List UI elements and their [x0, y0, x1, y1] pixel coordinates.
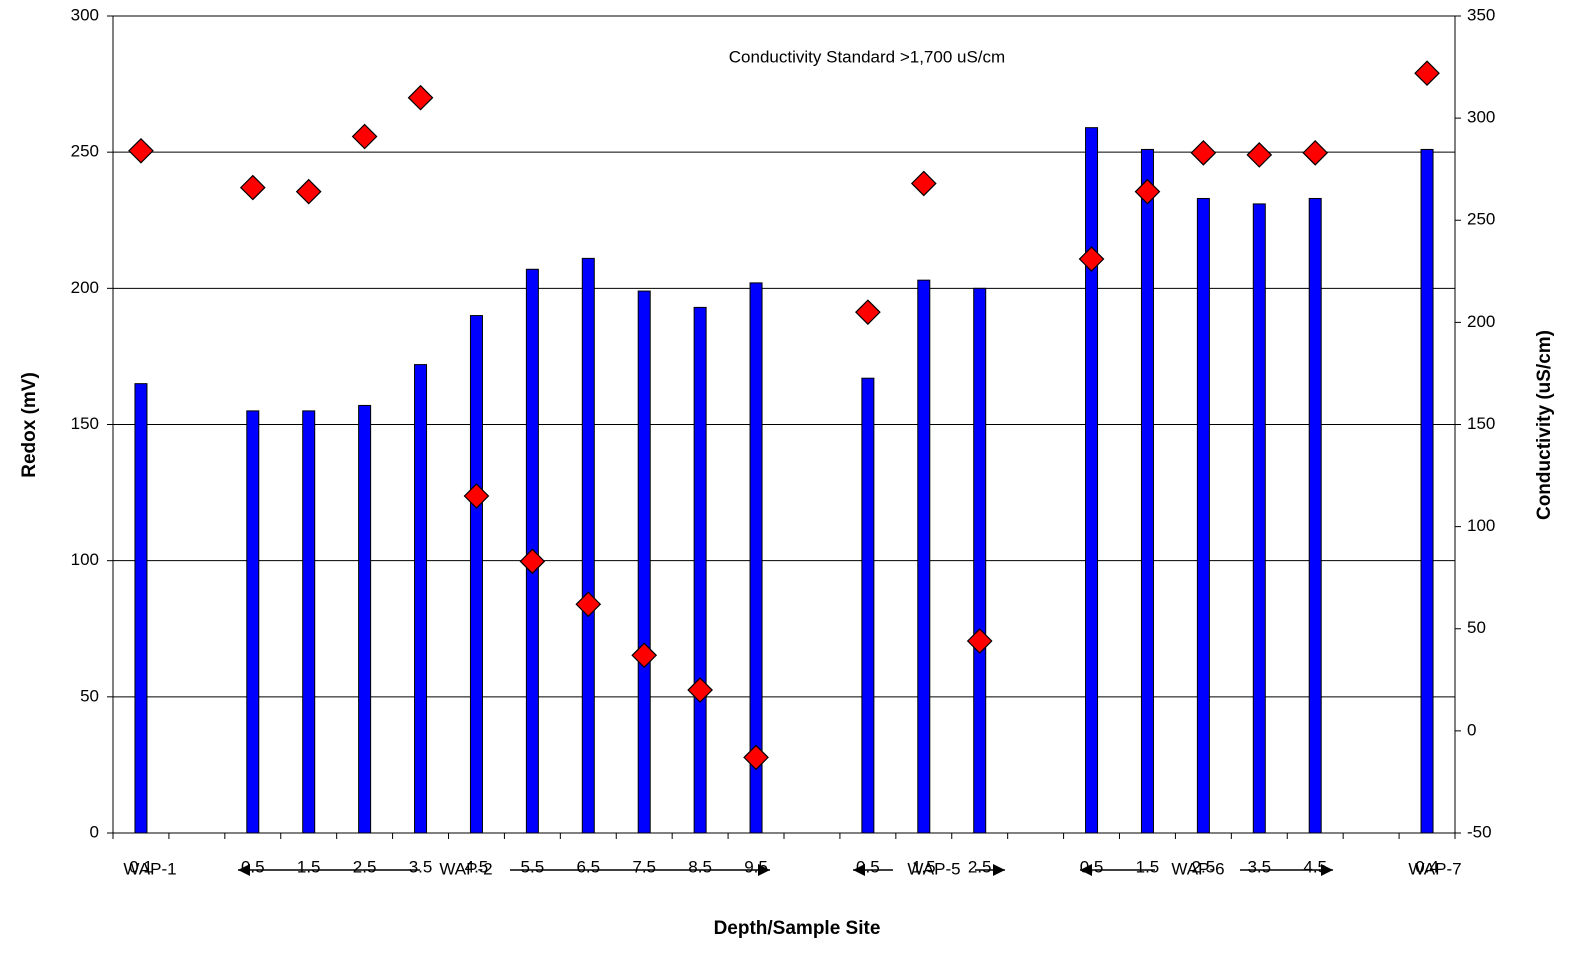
diamond-marker [1078, 246, 1105, 272]
bar [861, 377, 875, 834]
x-tick-label: 1.5 [1136, 857, 1160, 876]
y2-tick-label: 100 [1467, 516, 1495, 535]
bar [134, 383, 148, 834]
bar [246, 410, 260, 834]
diamond-marker [407, 84, 434, 111]
x-tick-label: 0.5 [241, 857, 265, 876]
diamond-marker [966, 628, 993, 654]
x-tick-label: 3.5 [409, 857, 433, 876]
y-tick-label: 300 [71, 5, 99, 24]
y2-tick-label: 0 [1467, 720, 1476, 739]
y-tick-label: 150 [71, 414, 99, 433]
bar [1420, 148, 1434, 834]
x-tick-label: 2.5 [353, 857, 377, 876]
x-tick-label: 0.4 [1415, 857, 1439, 876]
x-tick-label: 2.5 [1192, 857, 1216, 876]
y2-tick-label: -50 [1467, 822, 1492, 841]
y-tick-label: 250 [71, 142, 99, 161]
diamond-marker [295, 178, 322, 205]
x-tick-label: 0.5 [856, 857, 880, 876]
diamond-marker [1246, 142, 1273, 168]
diamond-marker [1302, 139, 1329, 166]
x-tick-label: 4.5 [1303, 857, 1327, 876]
x-tick-label: 3.5 [1247, 857, 1271, 876]
diamond-marker [463, 483, 490, 509]
x-tick-label: 1.5 [297, 857, 321, 876]
diamond-marker [519, 548, 546, 575]
x-tick-label: 6.5 [576, 857, 600, 876]
bar [749, 282, 763, 834]
x-tick-label: 5.5 [521, 857, 545, 876]
bar [358, 404, 372, 834]
bar [1085, 127, 1099, 834]
group-label: WAP-2 [439, 859, 492, 878]
bar [1196, 197, 1210, 834]
y2-tick-label: 350 [1467, 5, 1495, 24]
diamond-marker [239, 174, 266, 201]
y2-axis-title: Conductivity (uS/cm) [1534, 330, 1555, 520]
x-tick-label: 8.5 [688, 857, 712, 876]
x-tick-label: 1.5 [912, 857, 936, 876]
y-tick-label: 0 [90, 822, 99, 841]
bar [1308, 197, 1322, 834]
diamond-marker [743, 744, 769, 771]
y2-tick-label: 250 [1467, 210, 1495, 229]
bar [1252, 203, 1266, 834]
group-label: WAP-1 [123, 859, 176, 878]
diamond-marker [1190, 139, 1217, 166]
diamond-marker [687, 677, 713, 703]
y-tick-label: 100 [71, 550, 99, 569]
group-label: WAP-7 [1408, 859, 1461, 878]
bar [414, 364, 428, 834]
diamond-marker [631, 642, 658, 669]
x-tick-label: 7.5 [632, 857, 656, 876]
bar [302, 410, 316, 834]
x-axis-title: Depth/Sample Site [714, 918, 881, 939]
group-label: WAP-6 [1171, 859, 1224, 878]
diamond-marker [855, 299, 881, 326]
diamond-marker [575, 591, 602, 618]
bar [469, 315, 483, 834]
bar [693, 306, 707, 834]
bar [581, 257, 595, 834]
bar [637, 290, 651, 834]
bar [917, 279, 931, 834]
x-tick-label: 2.5 [968, 857, 992, 876]
bar [973, 287, 987, 834]
y2-tick-label: 50 [1467, 618, 1486, 637]
annotation: Conductivity Standard >1,700 uS/cm [729, 47, 1005, 66]
diamond-marker [1414, 60, 1440, 87]
x-tick-label: 0.5 [1080, 857, 1104, 876]
bar [1140, 148, 1154, 834]
y-tick-label: 200 [71, 278, 99, 297]
diamond-marker [1134, 178, 1161, 205]
y-tick-label: 50 [80, 686, 99, 705]
x-tick-label: 0.1 [129, 857, 153, 876]
y2-tick-label: 150 [1467, 414, 1495, 433]
group-label: WAP-5 [907, 859, 960, 878]
diamond-marker [128, 137, 154, 164]
diamond-marker [351, 123, 378, 150]
y2-tick-label: 200 [1467, 312, 1495, 331]
x-tick-label: 4.5 [465, 857, 489, 876]
diamond-marker [910, 170, 937, 197]
y2-tick-label: 300 [1467, 108, 1495, 127]
x-tick-label: 9.5 [744, 857, 768, 876]
y-axis-title: Redox (mV) [19, 372, 40, 478]
